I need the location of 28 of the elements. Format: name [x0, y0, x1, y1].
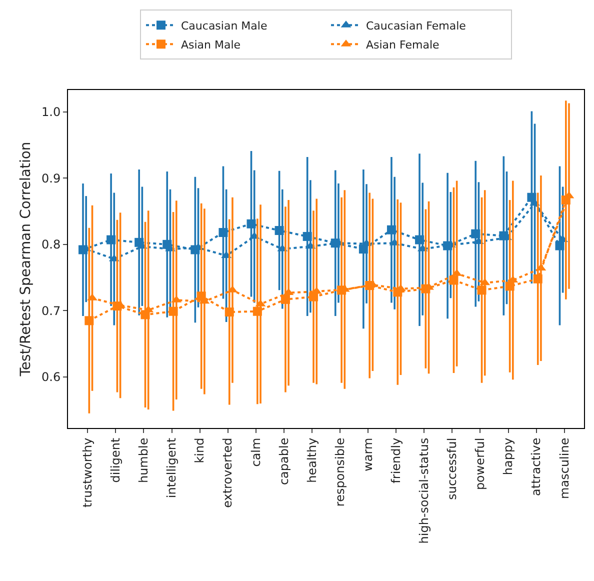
- x-tick-label: responsible: [332, 438, 347, 507]
- x-tick-label: intelligent: [164, 438, 179, 498]
- legend-label: Caucasian Male: [181, 19, 268, 32]
- x-tick-label: masculine: [557, 438, 572, 499]
- legend-label: Caucasian Female: [366, 19, 466, 32]
- x-tick-label: calm: [248, 438, 263, 467]
- x-tick-label: powerful: [473, 438, 488, 490]
- y-tick-label: 0.8: [42, 238, 61, 252]
- x-tick-label: successful: [445, 438, 460, 500]
- x-tick-label: warm: [360, 438, 375, 472]
- x-tick-label: diligent: [108, 438, 123, 483]
- x-tick-label: kind: [192, 438, 207, 464]
- x-tick-label: capable: [276, 438, 291, 486]
- x-tick-label: friendly: [389, 438, 404, 484]
- x-tick-label: high-social-status: [417, 438, 432, 544]
- x-tick-label: attractive: [529, 438, 544, 496]
- y-axis-title: Test/Retest Spearman Correlation: [18, 142, 34, 378]
- legend-label: Asian Female: [366, 38, 440, 52]
- x-tick-label: humble: [136, 438, 151, 484]
- y-tick-label: 1.0: [42, 105, 61, 120]
- y-tick-label: 0.9: [42, 171, 61, 186]
- y-tick-label: 0.6: [42, 370, 61, 384]
- y-tick-label: 0.7: [42, 304, 61, 318]
- x-tick-label: healthy: [304, 438, 319, 483]
- x-tick-label: trustworthy: [80, 438, 95, 508]
- x-tick-label: happy: [501, 438, 516, 476]
- x-tick-label: extroverted: [220, 438, 235, 508]
- legend-label: Asian Male: [181, 38, 241, 52]
